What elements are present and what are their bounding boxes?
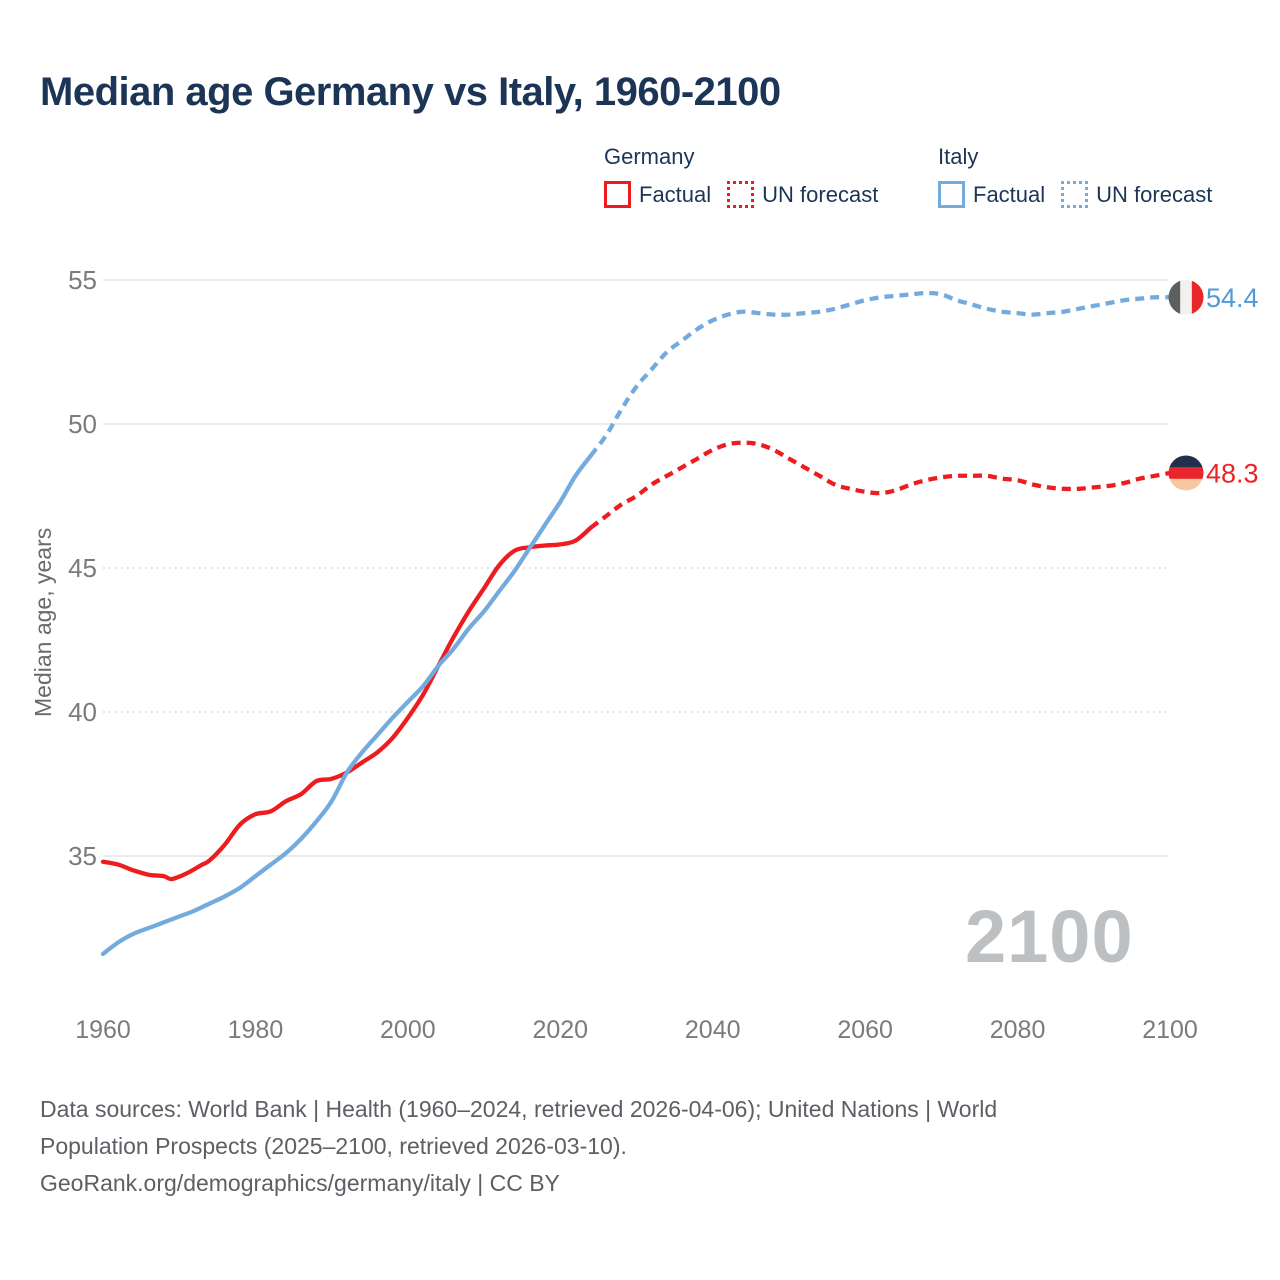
legend-country-germany: Germany xyxy=(604,144,695,169)
legend-group-italy: Italy Factual UN forecast xyxy=(938,144,1228,208)
y-tick-label-40: 40 xyxy=(68,697,97,727)
italy-un-forecast-line xyxy=(589,290,1171,457)
italy-factual-label[interactable]: Factual xyxy=(973,181,1046,207)
germany-end-value-label: 48.3 xyxy=(1206,458,1259,488)
footer-attribution-link[interactable]: GeoRank.org/demographics/germany/italy |… xyxy=(40,1170,560,1196)
x-tick-label-1960: 1960 xyxy=(75,1016,131,1044)
italy-end-value-label: 54.4 xyxy=(1206,283,1259,313)
x-tick-label-2060: 2060 xyxy=(837,1016,893,1044)
y-tick-label-55: 55 xyxy=(68,265,97,295)
legend-group-germany: Germany Factual UN forecast xyxy=(604,144,894,208)
germany-forecast-label[interactable]: UN forecast xyxy=(762,181,879,207)
germany-forecast-swatch-icon[interactable] xyxy=(727,181,755,208)
x-tick-label-2020: 2020 xyxy=(532,1016,588,1044)
y-tick-label-45: 45 xyxy=(68,553,97,583)
italy-flag-icon xyxy=(1168,279,1204,315)
italy-factual-line xyxy=(100,453,593,957)
footer-data-sources-line1: Data sources: World Bank | Health (1960–… xyxy=(40,1096,998,1122)
germany-factual-label[interactable]: Factual xyxy=(639,181,712,207)
italy-factual-swatch-icon[interactable] xyxy=(938,181,965,208)
italy-forecast-label[interactable]: UN forecast xyxy=(1096,181,1213,207)
italy-forecast-swatch-icon[interactable] xyxy=(1061,181,1089,208)
legend-row-germany: Factual UN forecast xyxy=(604,181,894,208)
germany-flag-icon xyxy=(1168,455,1204,491)
legend-row-italy: Factual UN forecast xyxy=(938,181,1228,208)
y-tick-label-50: 50 xyxy=(68,409,97,439)
germany-factual-swatch-icon[interactable] xyxy=(604,181,631,208)
germany-un-forecast-line xyxy=(589,440,1171,530)
x-tick-label-2040: 2040 xyxy=(685,1016,741,1044)
footer-data-sources-line2: Population Prospects (2025–2100, retriev… xyxy=(40,1133,627,1159)
germany-factual-line xyxy=(100,525,593,882)
x-tick-label-1980: 1980 xyxy=(228,1016,284,1044)
x-tick-label-2080: 2080 xyxy=(990,1016,1046,1044)
y-tick-label-35: 35 xyxy=(68,841,97,871)
legend-country-italy: Italy xyxy=(938,144,979,169)
x-tick-label-2100: 2100 xyxy=(1142,1016,1198,1044)
hover-year-watermark: 2100 xyxy=(965,895,1134,978)
x-tick-label-2000: 2000 xyxy=(380,1016,436,1044)
page-title: Median age Germany vs Italy, 1960-2100 xyxy=(40,70,781,114)
footer: Data sources: World Bank | Health (1960–… xyxy=(40,1091,1180,1202)
